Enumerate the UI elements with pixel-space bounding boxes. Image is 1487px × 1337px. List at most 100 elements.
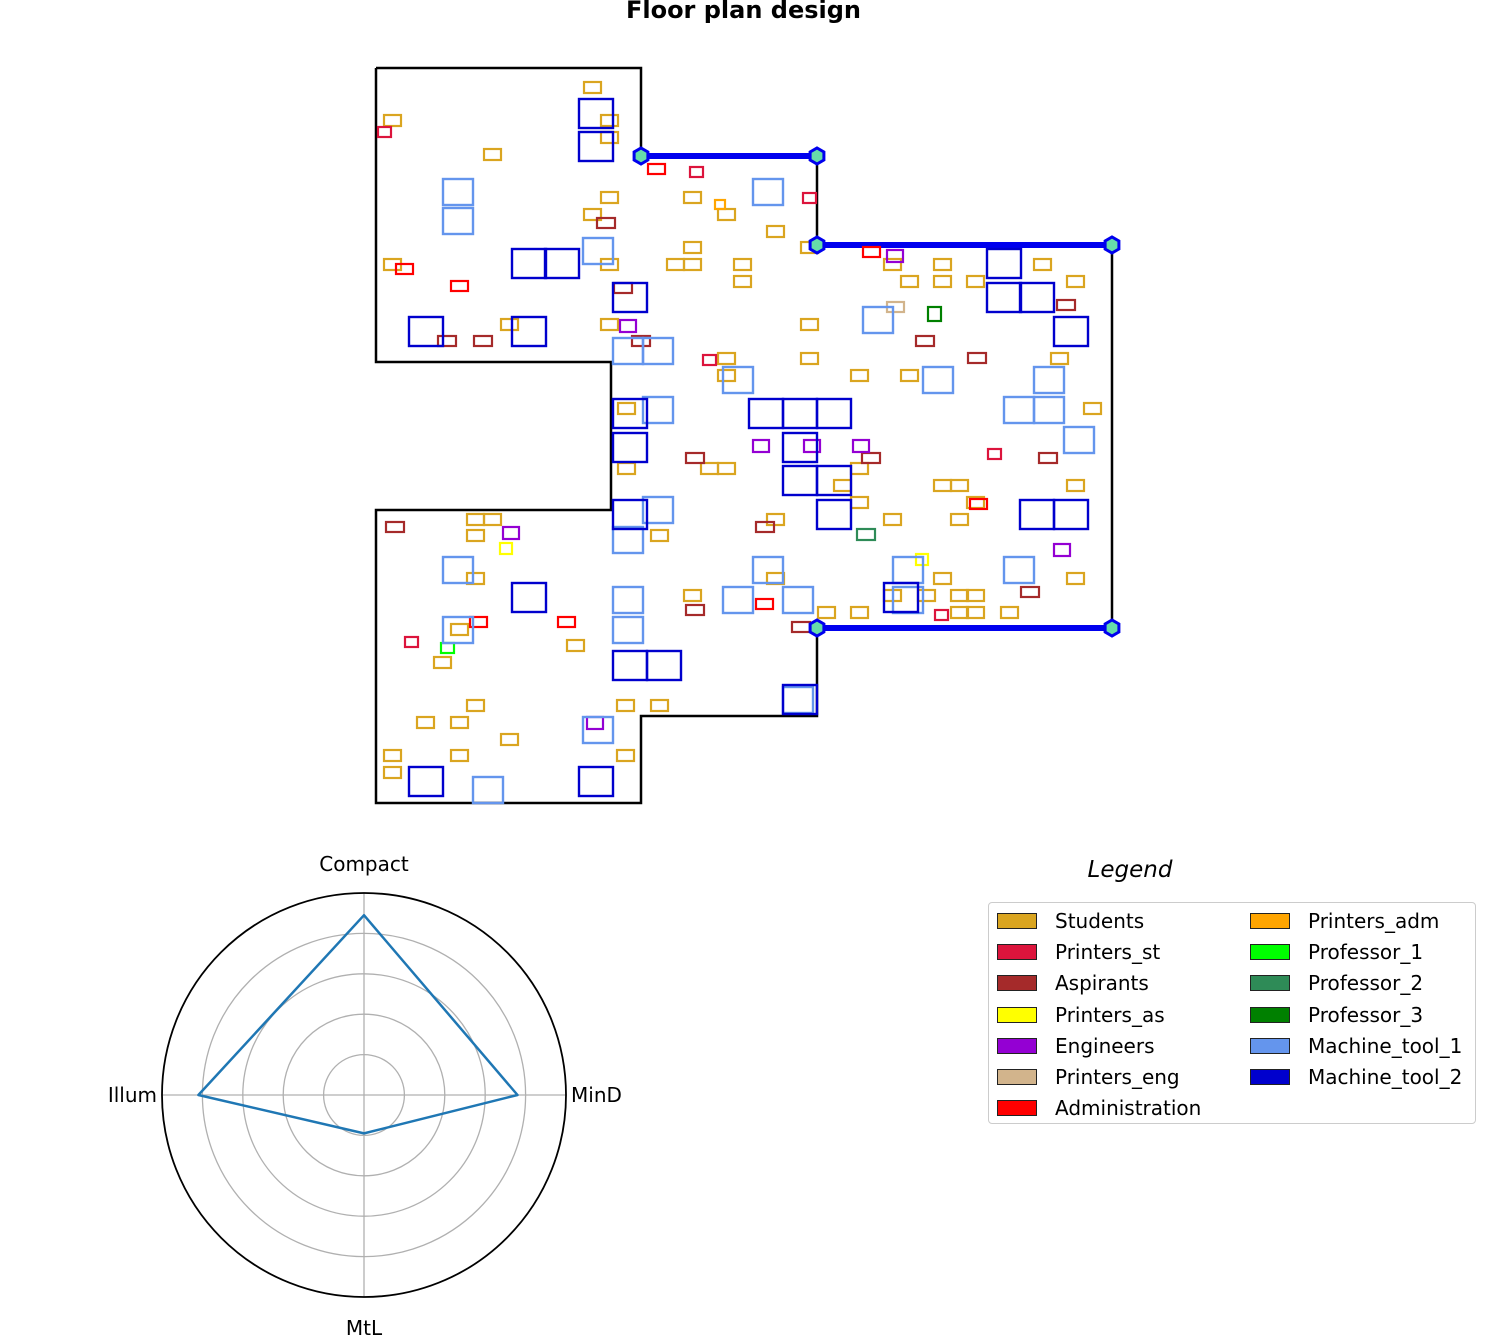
room-students xyxy=(949,478,970,493)
room-students xyxy=(665,257,686,272)
room-students xyxy=(482,147,503,162)
radar-axis-label-illum: Illum xyxy=(108,1083,157,1107)
room-machine-tool-1 xyxy=(891,555,925,585)
room-students xyxy=(916,588,937,603)
room-students xyxy=(1082,401,1103,416)
room-administration xyxy=(468,615,489,629)
room-machine-tool-1 xyxy=(611,615,645,645)
room-machine-tool-1 xyxy=(721,365,755,395)
legend-swatch xyxy=(997,944,1037,961)
room-students xyxy=(599,190,620,205)
legend-swatch xyxy=(997,1100,1037,1117)
room-machine-tool-1 xyxy=(1032,365,1066,395)
room-machine-tool-2 xyxy=(611,498,649,531)
legend-item-printers-as: Printers_as xyxy=(997,1002,1165,1028)
legend-label: Professor_2 xyxy=(1308,971,1424,996)
room-machine-tool-1 xyxy=(721,585,755,615)
legend-swatch xyxy=(997,1006,1037,1023)
room-students xyxy=(965,588,986,603)
legend-item-professor-2: Professor_2 xyxy=(1250,970,1423,996)
room-administration xyxy=(861,245,882,259)
room-machine-tool-2 xyxy=(815,397,853,430)
room-printers-st xyxy=(403,635,420,649)
floor-plan xyxy=(374,66,1121,805)
wall-node-marker xyxy=(808,235,826,255)
room-machine-tool-1 xyxy=(641,336,675,366)
legend-label: Administration xyxy=(1055,1096,1202,1121)
room-machine-tool-2 xyxy=(577,765,615,798)
room-machine-tool-2 xyxy=(1018,498,1056,531)
room-students xyxy=(899,368,920,383)
room-machine-tool-1 xyxy=(641,495,675,525)
legend-item-aspirants: Aspirants xyxy=(997,970,1149,996)
room-machine-tool-2 xyxy=(510,315,548,348)
room-machine-tool-1 xyxy=(1002,395,1036,425)
room-students xyxy=(616,461,637,476)
radar-frame xyxy=(161,892,567,1298)
legend-item-machine-tool-1: Machine_tool_1 xyxy=(1250,1033,1462,1059)
legend-label: Printers_st xyxy=(1055,940,1161,965)
room-printers-st xyxy=(376,125,393,139)
legend-swatch xyxy=(997,1069,1037,1085)
room-machine-tool-2 xyxy=(1052,498,1090,531)
room-students xyxy=(465,528,486,543)
legend-swatch xyxy=(997,975,1037,992)
room-machine-tool-2 xyxy=(543,247,581,280)
room-students xyxy=(732,274,753,289)
room-machine-tool-2 xyxy=(645,649,683,682)
room-machine-tool-1 xyxy=(1032,395,1066,425)
room-aspirants xyxy=(966,351,988,365)
room-aspirants xyxy=(630,334,652,348)
room-students xyxy=(949,588,970,603)
room-students xyxy=(1049,351,1070,366)
room-machine-tool-2 xyxy=(747,397,785,430)
room-students xyxy=(599,113,620,128)
legend-label: Machine_tool_1 xyxy=(1308,1033,1463,1058)
room-machine-tool-1 xyxy=(611,336,645,366)
legend-label: Printers_adm xyxy=(1308,909,1440,933)
room-students xyxy=(732,257,753,272)
room-engineers xyxy=(885,248,905,264)
room-aspirants xyxy=(1037,451,1059,465)
legend-item-professor-1: Professor_1 xyxy=(1250,939,1423,965)
wall-node-marker xyxy=(1103,235,1121,255)
room-students xyxy=(382,765,403,780)
room-students xyxy=(616,401,637,416)
room-machine-tool-1 xyxy=(471,775,505,805)
legend-label: Engineers xyxy=(1055,1033,1155,1058)
room-aspirants xyxy=(914,334,936,348)
room-machine-tool-2 xyxy=(882,581,920,614)
room-students xyxy=(649,528,670,543)
legend-item-machine-tool-2: Machine_tool_2 xyxy=(1250,1064,1462,1090)
room-students xyxy=(882,257,903,272)
room-students xyxy=(649,698,670,713)
room-students xyxy=(932,571,953,586)
room-engineers xyxy=(1052,542,1072,558)
room-machine-tool-1 xyxy=(1002,555,1036,585)
room-machine-tool-1 xyxy=(641,395,675,425)
room-students xyxy=(849,605,870,620)
room-engineers xyxy=(751,438,771,454)
room-machine-tool-2 xyxy=(611,431,649,464)
legend-swatch xyxy=(997,913,1037,929)
room-machine-tool-2 xyxy=(611,281,649,314)
legend-swatch xyxy=(1250,913,1290,929)
room-machine-tool-2 xyxy=(577,97,615,130)
room-machine-tool-1 xyxy=(441,615,475,645)
page-title: Floor plan design xyxy=(625,0,862,24)
room-students xyxy=(932,478,953,493)
room-administration xyxy=(394,262,415,276)
room-machine-tool-1 xyxy=(1062,425,1096,455)
room-students xyxy=(849,495,870,510)
room-students xyxy=(699,461,720,476)
radar-series-line xyxy=(197,913,519,1135)
room-students xyxy=(832,478,853,493)
room-machine-tool-1 xyxy=(581,236,615,266)
room-machine-tool-2 xyxy=(407,765,445,798)
legend-swatch xyxy=(1250,975,1290,992)
room-students xyxy=(949,512,970,527)
room-administration xyxy=(449,279,470,293)
wall-node-marker xyxy=(808,146,826,166)
room-aspirants xyxy=(684,451,706,465)
room-aspirants xyxy=(1055,298,1077,312)
